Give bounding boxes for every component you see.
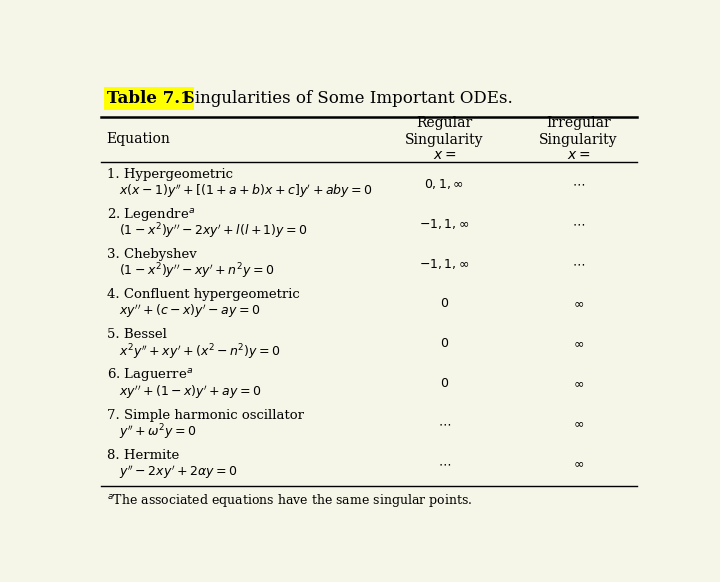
Text: $0, 1, \infty$: $0, 1, \infty$: [424, 176, 464, 190]
Text: $0$: $0$: [440, 297, 449, 310]
Text: Irregular
Singularity: Irregular Singularity: [539, 116, 618, 147]
Text: $\cdots$: $\cdots$: [572, 257, 585, 270]
Text: 4. Confluent hypergeometric: 4. Confluent hypergeometric: [107, 288, 300, 301]
Text: $0$: $0$: [440, 337, 449, 350]
Text: Singularities of Some Important ODEs.: Singularities of Some Important ODEs.: [173, 90, 513, 107]
Text: 7. Simple harmonic oscillator: 7. Simple harmonic oscillator: [107, 409, 304, 421]
Text: Table 7.1: Table 7.1: [107, 90, 192, 107]
Text: $-1, 1, \infty$: $-1, 1, \infty$: [419, 257, 469, 271]
Text: $\infty$: $\infty$: [572, 457, 584, 470]
Text: $\infty$: $\infty$: [572, 417, 584, 430]
Text: $y'' + \omega^2 y = 0$: $y'' + \omega^2 y = 0$: [119, 422, 197, 442]
Text: $xy'' + (c-x)y' - ay = 0$: $xy'' + (c-x)y' - ay = 0$: [119, 303, 260, 321]
Text: $\infty$: $\infty$: [572, 337, 584, 350]
Text: $y'' - 2xy' + 2\alpha y = 0$: $y'' - 2xy' + 2\alpha y = 0$: [119, 463, 238, 481]
Text: $-1, 1, \infty$: $-1, 1, \infty$: [419, 217, 469, 230]
Text: $(1-x^2)y'' - 2xy' + l(l+1)y = 0$: $(1-x^2)y'' - 2xy' + l(l+1)y = 0$: [119, 222, 307, 242]
Text: $\cdots$: $\cdots$: [438, 417, 451, 430]
Text: 5. Bessel: 5. Bessel: [107, 328, 166, 342]
Text: $x(x-1)y'' + [(1+a+b)x+c]y' + aby = 0$: $x(x-1)y'' + [(1+a+b)x+c]y' + aby = 0$: [119, 183, 372, 200]
Text: $\cdots$: $\cdots$: [572, 177, 585, 190]
Text: $x^2y'' + xy' + (x^2 - n^2)y = 0$: $x^2y'' + xy' + (x^2 - n^2)y = 0$: [119, 342, 280, 361]
Text: $^a$The associated equations have the same singular points.: $^a$The associated equations have the sa…: [107, 492, 472, 509]
Text: $\infty$: $\infty$: [572, 377, 584, 391]
Text: 3. Chebyshev: 3. Chebyshev: [107, 249, 197, 261]
Text: $\infty$: $\infty$: [572, 297, 584, 310]
Text: 2. Legendre$^a$: 2. Legendre$^a$: [107, 206, 195, 223]
Text: $0$: $0$: [440, 377, 449, 391]
Text: 1. Hypergeometric: 1. Hypergeometric: [107, 168, 233, 181]
Text: Regular
Singularity: Regular Singularity: [405, 116, 484, 147]
Text: $x =$: $x =$: [433, 148, 456, 162]
Text: Equation: Equation: [107, 132, 171, 146]
Text: $\cdots$: $\cdots$: [438, 457, 451, 470]
Text: $x =$: $x =$: [567, 148, 590, 162]
Text: $\cdots$: $\cdots$: [572, 217, 585, 230]
Text: $(1-x^2)y'' - xy' + n^2y = 0$: $(1-x^2)y'' - xy' + n^2y = 0$: [119, 262, 274, 282]
Text: 6. Laguerre$^a$: 6. Laguerre$^a$: [107, 367, 193, 384]
Text: $xy'' + (1-x)y' + ay = 0$: $xy'' + (1-x)y' + ay = 0$: [119, 383, 261, 400]
Text: 8. Hermite: 8. Hermite: [107, 449, 179, 462]
